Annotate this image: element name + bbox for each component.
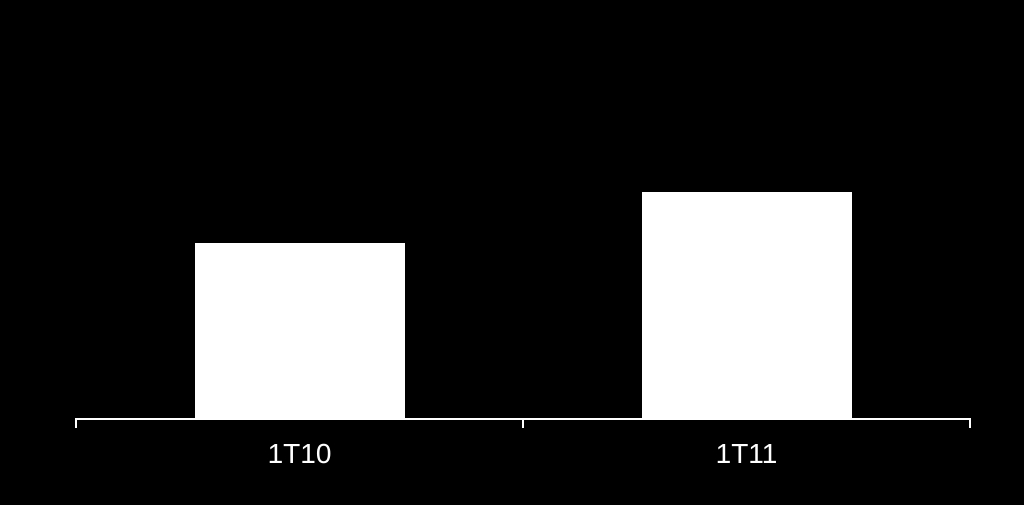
bar [195,243,405,419]
x-axis-tick [75,418,77,428]
x-axis-label: 1T10 [200,438,400,470]
plot-area: 1T101T11 [76,28,970,418]
bar-chart: 1T10 1T11 [0,0,1024,505]
x-axis-tick [522,418,524,428]
bar [642,192,852,418]
x-axis-tick [969,418,971,428]
x-axis-label: 1T11 [647,438,847,470]
